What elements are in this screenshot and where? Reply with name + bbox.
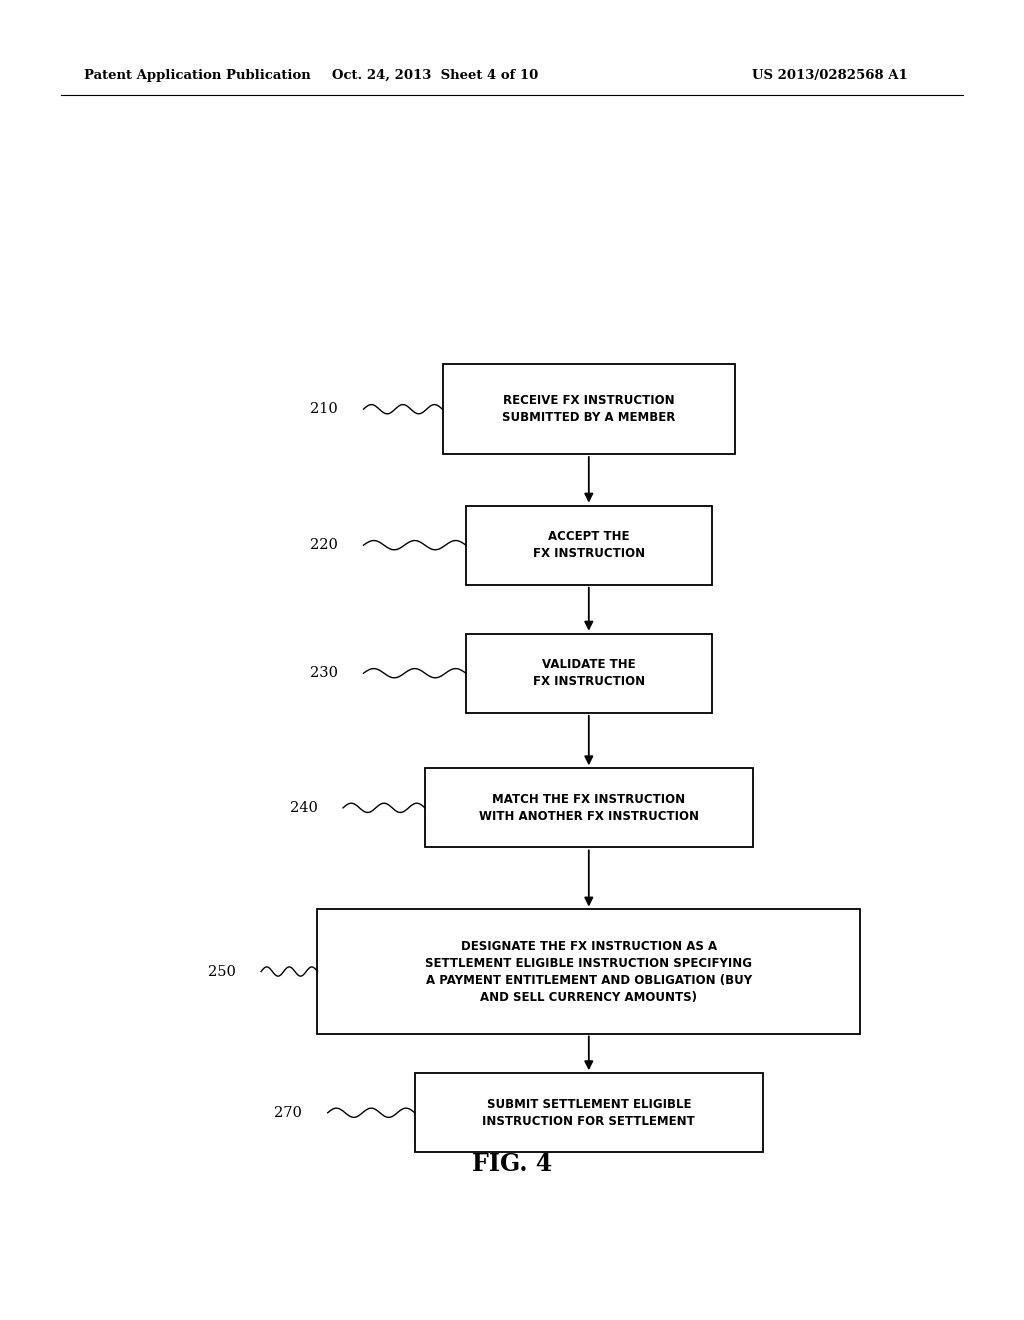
Text: US 2013/0282568 A1: US 2013/0282568 A1	[752, 69, 907, 82]
Text: ACCEPT THE
FX INSTRUCTION: ACCEPT THE FX INSTRUCTION	[532, 531, 645, 560]
Text: MATCH THE FX INSTRUCTION
WITH ANOTHER FX INSTRUCTION: MATCH THE FX INSTRUCTION WITH ANOTHER FX…	[479, 793, 698, 822]
Text: 240: 240	[290, 801, 317, 814]
Text: DESIGNATE THE FX INSTRUCTION AS A
SETTLEMENT ELIGIBLE INSTRUCTION SPECIFYING
A P: DESIGNATE THE FX INSTRUCTION AS A SETTLE…	[425, 940, 753, 1003]
Text: FIG. 4: FIG. 4	[472, 1152, 552, 1176]
Text: SUBMIT SETTLEMENT ELIGIBLE
INSTRUCTION FOR SETTLEMENT: SUBMIT SETTLEMENT ELIGIBLE INSTRUCTION F…	[482, 1098, 695, 1127]
Text: 210: 210	[310, 403, 338, 416]
FancyBboxPatch shape	[415, 1073, 763, 1152]
FancyBboxPatch shape	[317, 909, 860, 1034]
Text: Oct. 24, 2013  Sheet 4 of 10: Oct. 24, 2013 Sheet 4 of 10	[332, 69, 539, 82]
FancyBboxPatch shape	[466, 634, 712, 713]
FancyBboxPatch shape	[442, 364, 735, 454]
Text: Patent Application Publication: Patent Application Publication	[84, 69, 310, 82]
FancyBboxPatch shape	[425, 768, 753, 847]
FancyBboxPatch shape	[466, 506, 712, 585]
Text: 230: 230	[310, 667, 338, 680]
Text: VALIDATE THE
FX INSTRUCTION: VALIDATE THE FX INSTRUCTION	[532, 659, 645, 688]
Text: 270: 270	[274, 1106, 302, 1119]
Text: 220: 220	[310, 539, 338, 552]
Text: 250: 250	[208, 965, 236, 978]
Text: RECEIVE FX INSTRUCTION
SUBMITTED BY A MEMBER: RECEIVE FX INSTRUCTION SUBMITTED BY A ME…	[502, 395, 676, 424]
